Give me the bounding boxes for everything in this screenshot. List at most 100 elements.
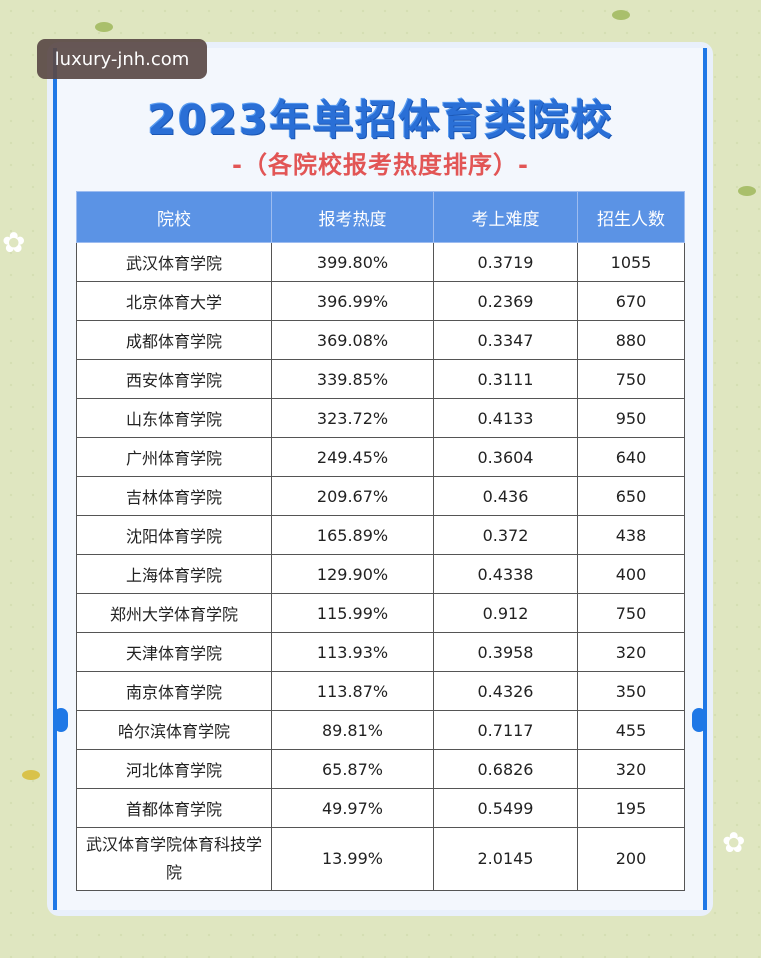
cell-popularity: 13.99% — [271, 827, 434, 891]
cell-enrollment: 640 — [577, 437, 685, 477]
cell-enrollment: 880 — [577, 320, 685, 360]
cell-school: 沈阳体育学院 — [76, 515, 272, 555]
flower-decoration: ✿ — [2, 226, 26, 259]
cell-difficulty: 0.6826 — [433, 749, 578, 789]
cell-popularity: 165.89% — [271, 515, 434, 555]
table-row: 北京体育大学 396.99% 0.2369 670 — [76, 281, 685, 321]
cell-enrollment: 320 — [577, 632, 685, 672]
cell-difficulty: 0.5499 — [433, 788, 578, 828]
table-row: 武汉体育学院 399.80% 0.3719 1055 — [76, 242, 685, 282]
cell-difficulty: 0.4133 — [433, 398, 578, 438]
cell-difficulty: 2.0145 — [433, 827, 578, 891]
cell-popularity: 65.87% — [271, 749, 434, 789]
cell-enrollment: 195 — [577, 788, 685, 828]
table-row: 天津体育学院 113.93% 0.3958 320 — [76, 632, 685, 672]
cell-school: 郑州大学体育学院 — [76, 593, 272, 633]
cell-difficulty: 0.3347 — [433, 320, 578, 360]
header-school: 院校 — [76, 191, 272, 243]
cell-enrollment: 950 — [577, 398, 685, 438]
cell-enrollment: 670 — [577, 281, 685, 321]
cell-school: 西安体育学院 — [76, 359, 272, 399]
cell-enrollment: 400 — [577, 554, 685, 594]
cell-difficulty: 0.372 — [433, 515, 578, 555]
cell-enrollment: 455 — [577, 710, 685, 750]
cell-popularity: 396.99% — [271, 281, 434, 321]
cell-school: 北京体育大学 — [76, 281, 272, 321]
cell-difficulty: 0.3604 — [433, 437, 578, 477]
table-row: 武汉体育学院体育科技学院 13.99% 2.0145 200 — [76, 827, 685, 891]
cell-enrollment: 200 — [577, 827, 685, 891]
card-edge-left — [53, 48, 57, 910]
header-popularity: 报考热度 — [271, 191, 434, 243]
card-edge-right — [703, 48, 707, 910]
cell-enrollment: 1055 — [577, 242, 685, 282]
cell-popularity: 369.08% — [271, 320, 434, 360]
table-row: 吉林体育学院 209.67% 0.436 650 — [76, 476, 685, 516]
watermark: luxury-jnh.com — [37, 39, 207, 79]
cell-school: 山东体育学院 — [76, 398, 272, 438]
cell-difficulty: 0.2369 — [433, 281, 578, 321]
page-subtitle: -（各院校报考热度排序）- — [232, 151, 529, 179]
cell-school: 南京体育学院 — [76, 671, 272, 711]
cell-difficulty: 0.3958 — [433, 632, 578, 672]
cell-school: 河北体育学院 — [76, 749, 272, 789]
cell-enrollment: 438 — [577, 515, 685, 555]
cell-difficulty: 0.4326 — [433, 671, 578, 711]
leaf-decoration — [95, 22, 113, 32]
cell-popularity: 129.90% — [271, 554, 434, 594]
cell-difficulty: 0.7117 — [433, 710, 578, 750]
cell-enrollment: 320 — [577, 749, 685, 789]
cell-school: 武汉体育学院体育科技学院 — [76, 827, 272, 891]
side-dot-right — [692, 708, 706, 732]
cell-popularity: 115.99% — [271, 593, 434, 633]
cell-difficulty: 0.436 — [433, 476, 578, 516]
cell-popularity: 323.72% — [271, 398, 434, 438]
cell-popularity: 113.93% — [271, 632, 434, 672]
cell-popularity: 399.80% — [271, 242, 434, 282]
table-row: 成都体育学院 369.08% 0.3347 880 — [76, 320, 685, 360]
leaf-decoration — [738, 186, 756, 196]
table-row: 上海体育学院 129.90% 0.4338 400 — [76, 554, 685, 594]
leaf-decoration — [612, 10, 630, 20]
cell-school: 成都体育学院 — [76, 320, 272, 360]
cell-popularity: 89.81% — [271, 710, 434, 750]
table-header-row: 院校 报考热度 考上难度 招生人数 — [76, 191, 685, 243]
table-row: 南京体育学院 113.87% 0.4326 350 — [76, 671, 685, 711]
cell-school: 武汉体育学院 — [76, 242, 272, 282]
cell-school: 吉林体育学院 — [76, 476, 272, 516]
table-row: 西安体育学院 339.85% 0.3111 750 — [76, 359, 685, 399]
cell-school: 天津体育学院 — [76, 632, 272, 672]
ranking-table: 院校 报考热度 考上难度 招生人数 武汉体育学院 399.80% 0.3719 105… — [76, 191, 685, 891]
table-row: 山东体育学院 323.72% 0.4133 950 — [76, 398, 685, 438]
cell-school: 首都体育学院 — [76, 788, 272, 828]
page-title: 2023年单招体育类院校 — [147, 96, 614, 144]
cell-difficulty: 0.3111 — [433, 359, 578, 399]
table-body: 武汉体育学院 399.80% 0.3719 1055 北京体育大学 396.99% 0.23… — [76, 242, 685, 891]
table-row: 广州体育学院 249.45% 0.3604 640 — [76, 437, 685, 477]
header-difficulty: 考上难度 — [433, 191, 578, 243]
flower-decoration: ✿ — [722, 826, 746, 859]
cell-difficulty: 0.4338 — [433, 554, 578, 594]
cell-enrollment: 750 — [577, 359, 685, 399]
table-row: 河北体育学院 65.87% 0.6826 320 — [76, 749, 685, 789]
cell-enrollment: 650 — [577, 476, 685, 516]
cell-popularity: 113.87% — [271, 671, 434, 711]
leaf-decoration — [22, 770, 40, 780]
table-row: 首都体育学院 49.97% 0.5499 195 — [76, 788, 685, 828]
cell-school: 广州体育学院 — [76, 437, 272, 477]
cell-difficulty: 0.3719 — [433, 242, 578, 282]
table-row: 沈阳体育学院 165.89% 0.372 438 — [76, 515, 685, 555]
cell-difficulty: 0.912 — [433, 593, 578, 633]
cell-enrollment: 350 — [577, 671, 685, 711]
header-enrollment: 招生人数 — [577, 191, 685, 243]
cell-enrollment: 750 — [577, 593, 685, 633]
cell-school: 上海体育学院 — [76, 554, 272, 594]
cell-popularity: 209.67% — [271, 476, 434, 516]
cell-popularity: 49.97% — [271, 788, 434, 828]
side-dot-left — [54, 708, 68, 732]
cell-popularity: 339.85% — [271, 359, 434, 399]
cell-school: 哈尔滨体育学院 — [76, 710, 272, 750]
table-row: 哈尔滨体育学院 89.81% 0.7117 455 — [76, 710, 685, 750]
cell-popularity: 249.45% — [271, 437, 434, 477]
table-row: 郑州大学体育学院 115.99% 0.912 750 — [76, 593, 685, 633]
